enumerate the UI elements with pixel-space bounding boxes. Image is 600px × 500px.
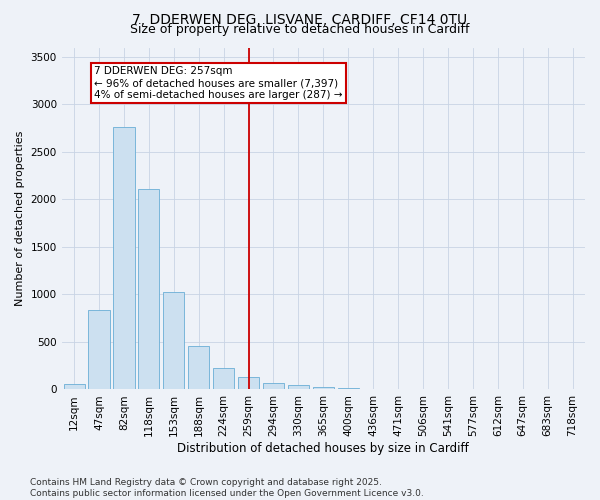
- Bar: [213, 368, 234, 390]
- Text: Size of property relative to detached houses in Cardiff: Size of property relative to detached ho…: [130, 22, 470, 36]
- Text: 7, DDERWEN DEG, LISVANE, CARDIFF, CF14 0TU: 7, DDERWEN DEG, LISVANE, CARDIFF, CF14 0…: [133, 12, 467, 26]
- Bar: [138, 189, 160, 390]
- Bar: [188, 346, 209, 390]
- Text: Contains HM Land Registry data © Crown copyright and database right 2025.
Contai: Contains HM Land Registry data © Crown c…: [30, 478, 424, 498]
- Bar: [263, 384, 284, 390]
- Bar: [64, 384, 85, 390]
- Bar: [313, 386, 334, 390]
- X-axis label: Distribution of detached houses by size in Cardiff: Distribution of detached houses by size …: [178, 442, 469, 455]
- Bar: [338, 388, 359, 390]
- Bar: [288, 384, 309, 390]
- Bar: [88, 310, 110, 390]
- Bar: [113, 128, 134, 390]
- Text: 7 DDERWEN DEG: 257sqm
← 96% of detached houses are smaller (7,397)
4% of semi-de: 7 DDERWEN DEG: 257sqm ← 96% of detached …: [94, 66, 343, 100]
- Y-axis label: Number of detached properties: Number of detached properties: [15, 131, 25, 306]
- Bar: [238, 376, 259, 390]
- Bar: [362, 388, 384, 390]
- Bar: [163, 292, 184, 390]
